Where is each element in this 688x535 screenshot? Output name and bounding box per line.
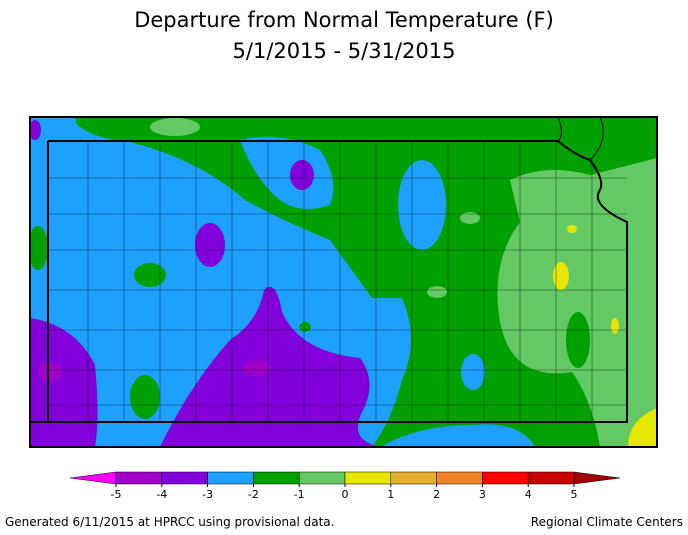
legend-tick-label: 4	[525, 488, 532, 501]
subtitle: 5/1/2015 - 5/31/2015	[233, 39, 456, 63]
legend-bin	[390, 471, 437, 485]
legend-bin	[436, 471, 483, 485]
legend-bin	[253, 471, 300, 485]
legend-tick-label: 0	[342, 488, 349, 501]
legend: -5 -4 -3 -2 -1 0 1 2 3 4 5	[69, 471, 621, 501]
legend-tick-label: 3	[479, 488, 486, 501]
legend-bin	[161, 471, 208, 485]
title: Departure from Normal Temperature (F)	[134, 8, 554, 32]
legend-below-arrow	[69, 471, 117, 485]
footer-right: Regional Climate Centers	[531, 515, 683, 529]
legend-bin	[207, 471, 254, 485]
legend-bin	[527, 471, 575, 485]
map	[30, 117, 657, 447]
legend-bin	[115, 471, 163, 485]
map-frame	[29, 116, 658, 448]
legend-bin	[482, 471, 529, 485]
legend-tick-label: 1	[387, 488, 394, 501]
legend-above-arrow	[573, 471, 621, 485]
legend-bin	[298, 471, 346, 485]
legend-bin	[344, 471, 392, 485]
legend-tick-label: -3	[202, 488, 213, 501]
legend-tick-label: 2	[433, 488, 440, 501]
legend-tick-label: -5	[111, 488, 122, 501]
legend-tick-label: 5	[571, 488, 578, 501]
legend-tick-label: -2	[248, 488, 259, 501]
legend-tick-label: -1	[294, 488, 305, 501]
legend-tick-label: -4	[156, 488, 167, 501]
footer-left: Generated 6/11/2015 at HPRCC using provi…	[5, 515, 334, 529]
